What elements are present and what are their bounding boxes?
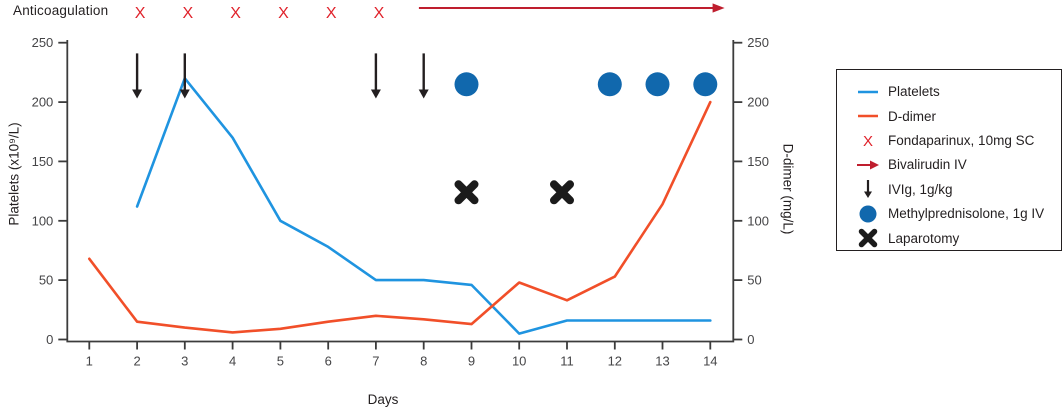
right-y-tick-label: 200 xyxy=(747,95,769,110)
legend-symbol-arrow-down-icon xyxy=(864,180,872,199)
legend-item-ivig-1g-kg: IVIg, 1g/kg xyxy=(851,178,1061,201)
right-y-tick-label: 100 xyxy=(747,213,769,228)
x-tick-label: 8 xyxy=(420,354,427,369)
right-y-tick-label: 250 xyxy=(747,35,769,50)
legend: Platelets D-dimer X Fondaparinux, 10mg SC Bi… xyxy=(836,69,1062,251)
legend-label: D-dimer xyxy=(888,108,937,124)
x-tick-label: 4 xyxy=(229,354,236,369)
legend-symbol-circle-icon xyxy=(859,205,877,223)
legend-symbol-x-letter-icon: X xyxy=(863,133,873,150)
right-axis-title: D-dimer (mg/L) xyxy=(780,143,796,235)
laparotomy-cross xyxy=(454,180,479,205)
fondaparinux-x-marker: X xyxy=(135,5,146,22)
x-tick-label: 13 xyxy=(655,354,669,369)
legend-label: IVIg, 1g/kg xyxy=(888,181,953,197)
x-tick-label: 12 xyxy=(608,354,622,369)
x-tick-label: 2 xyxy=(133,354,140,369)
d-dimer-line xyxy=(88,100,712,334)
legend-item-bivalirudin-iv: Bivalirudin IV xyxy=(851,153,1061,176)
ivig-down-arrow xyxy=(418,53,429,99)
legend-symbol-arrow-right-icon xyxy=(857,160,879,170)
left-y-tick-label: 200 xyxy=(32,95,54,110)
x-tick-label: 14 xyxy=(703,354,717,369)
platelets-line xyxy=(135,77,712,335)
legend-item-fondaparinux-10mg-sc: X Fondaparinux, 10mg SC xyxy=(851,129,1061,152)
fondaparinux-x-marker: X xyxy=(326,5,337,22)
fondaparinux-x-marker: X xyxy=(182,5,193,22)
laparotomy-cross xyxy=(550,180,574,205)
x-axis-title: Days xyxy=(367,392,399,407)
bivalirudin-arrow xyxy=(418,3,725,13)
legend-item-laparotomy: Laparotomy xyxy=(851,227,1061,250)
legend-label: Fondaparinux, 10mg SC xyxy=(888,133,1035,149)
ivig-down-arrow xyxy=(132,53,143,99)
methylprednisolone-circle xyxy=(693,72,718,97)
left-y-tick-label: 0 xyxy=(46,332,53,347)
fondaparinux-x-marker: X xyxy=(374,5,385,22)
svg-text:X: X xyxy=(863,133,873,150)
anticoagulation-row-label: Anticoagulation xyxy=(13,3,109,18)
x-tick-label: 6 xyxy=(325,354,332,369)
methylprednisolone-circle xyxy=(645,72,670,97)
legend-item-methylprednisolone-1g-iv: Methylprednisolone, 1g IV xyxy=(851,202,1061,225)
legend-symbol-line-icon xyxy=(858,114,878,118)
x-tick-label: 5 xyxy=(277,354,284,369)
legend-label: Methylprednisolone, 1g IV xyxy=(888,206,1045,222)
legend-item-d-dimer: D-dimer xyxy=(851,104,1061,127)
left-y-tick-label: 100 xyxy=(32,213,54,228)
x-tick-label: 11 xyxy=(560,354,574,369)
left-y-tick-label: 250 xyxy=(32,35,54,50)
x-tick-label: 3 xyxy=(181,354,188,369)
methylprednisolone-circle xyxy=(597,72,622,97)
left-axis-title: Platelets (x10⁹/L) xyxy=(6,122,22,226)
legend-symbol-line-icon xyxy=(858,90,878,94)
legend-label: Laparotomy xyxy=(888,230,960,246)
methylprednisolone-circle xyxy=(454,72,479,97)
fondaparinux-x-marker: X xyxy=(230,5,241,22)
x-tick-label: 10 xyxy=(512,354,526,369)
right-y-tick-label: 150 xyxy=(747,154,769,169)
laparotomy-markers xyxy=(454,180,574,205)
legend-label: Platelets xyxy=(888,84,940,100)
x-tick-label: 1 xyxy=(86,354,93,369)
fondaparinux-x-marker: X xyxy=(278,5,289,22)
left-y-tick-label: 150 xyxy=(32,154,54,169)
x-tick-label: 7 xyxy=(372,354,379,369)
legend-item-platelets: Platelets xyxy=(851,80,1061,103)
legend-label: Bivalirudin IV xyxy=(888,157,967,173)
x-tick-label: 9 xyxy=(468,354,475,369)
ivig-down-arrow xyxy=(179,53,190,99)
legend-symbol-cross-icon xyxy=(858,228,878,248)
ivig-markers xyxy=(132,53,429,99)
right-y-tick-label: 50 xyxy=(747,273,761,288)
right-y-tick-label: 0 xyxy=(747,332,754,347)
left-y-tick-label: 50 xyxy=(39,273,53,288)
ivig-down-arrow xyxy=(370,53,381,99)
methylprednisolone-markers xyxy=(454,72,718,97)
